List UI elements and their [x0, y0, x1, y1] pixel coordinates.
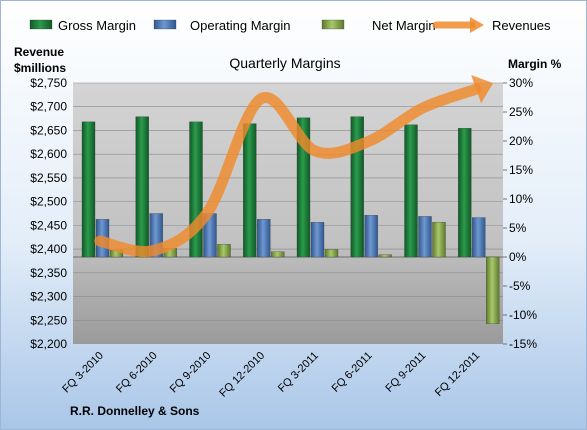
left-tick-label: $2,550 — [30, 171, 67, 185]
gross-margin-bar — [135, 116, 149, 258]
net-margin-legend-label: Net Margin — [372, 18, 436, 33]
gross-margin-bar — [81, 121, 96, 258]
net-margin-bar — [324, 249, 339, 258]
right-tick-label: 25% — [509, 105, 533, 119]
left-axis-title-line2: $millions — [14, 61, 66, 75]
left-axis-title-line1: Revenue — [14, 45, 64, 59]
left-tick-label: $2,600 — [30, 147, 67, 161]
left-tick-label: $2,400 — [30, 242, 67, 256]
left-tick-label: $2,750 — [30, 76, 67, 90]
operating-margin-bar — [472, 217, 486, 258]
gross-margin-bar — [458, 128, 472, 258]
left-tick-label: $2,300 — [30, 290, 67, 304]
right-tick-label: 30% — [509, 76, 533, 90]
revenues-legend-arrowhead — [470, 17, 484, 33]
operating-margin-bar — [257, 219, 271, 258]
left-tick-label: $2,250 — [30, 313, 67, 327]
right-tick-label: 5% — [509, 221, 527, 235]
net-margin-bar — [217, 244, 231, 258]
right-tick-label: 20% — [509, 134, 533, 148]
revenues-line-arrowhead — [471, 75, 494, 104]
right-tick-label: 0% — [509, 250, 527, 264]
revenues-legend-label: Revenues — [492, 18, 551, 33]
left-tick-label: $2,650 — [30, 123, 67, 137]
right-tick-label: -15% — [509, 337, 537, 351]
left-tick-label: $2,200 — [30, 337, 67, 351]
gross-margin-bar — [350, 116, 364, 258]
footer-company-name: R.R. Donnelley & Sons — [70, 404, 200, 418]
revenues-line — [94, 83, 482, 258]
net-margin-legend-swatch — [321, 19, 345, 30]
gross-margin-bar — [243, 123, 257, 258]
right-axis-ticks: -15% -10% -5% 0% 5% 10% 15% 20% 25% 30% — [503, 76, 537, 351]
right-tick-label: -10% — [509, 308, 537, 322]
operating-margin-bar — [310, 222, 325, 258]
left-tick-label: $2,450 — [30, 218, 67, 232]
right-tick-label: 10% — [509, 192, 533, 206]
right-tick-label: 15% — [509, 163, 533, 177]
operating-margin-bar — [364, 215, 378, 258]
left-axis-ticks: $2,200 $2,250 $2,300 $2,350 $2,400 $2,450 $2,5… — [30, 76, 67, 351]
right-tick-label: -5% — [509, 279, 531, 293]
chart-title: Quarterly Margins — [229, 55, 340, 71]
left-tick-label: $2,500 — [30, 195, 67, 209]
revenues-line-layer — [94, 75, 494, 258]
legend: Gross Margin Operating Margin Net Margin Re… — [29, 17, 551, 33]
net-margin-bar — [378, 254, 392, 258]
net-margin-bar — [432, 222, 446, 258]
net-margin-bar — [486, 256, 500, 324]
left-tick-label: $2,700 — [30, 100, 67, 114]
gross-margin-legend-label: Gross Margin — [58, 18, 136, 33]
right-axis-title: Margin % — [508, 57, 562, 71]
gross-margin-legend-swatch — [29, 19, 53, 30]
gross-margin-bar — [296, 117, 311, 258]
operating-margin-bar — [418, 216, 432, 258]
left-tick-label: $2,350 — [30, 266, 67, 280]
operating-margin-legend-label: Operating Margin — [190, 18, 290, 33]
gross-margin-bar — [404, 124, 418, 258]
operating-margin-legend-swatch — [153, 19, 177, 30]
net-margin-bar — [271, 251, 285, 258]
